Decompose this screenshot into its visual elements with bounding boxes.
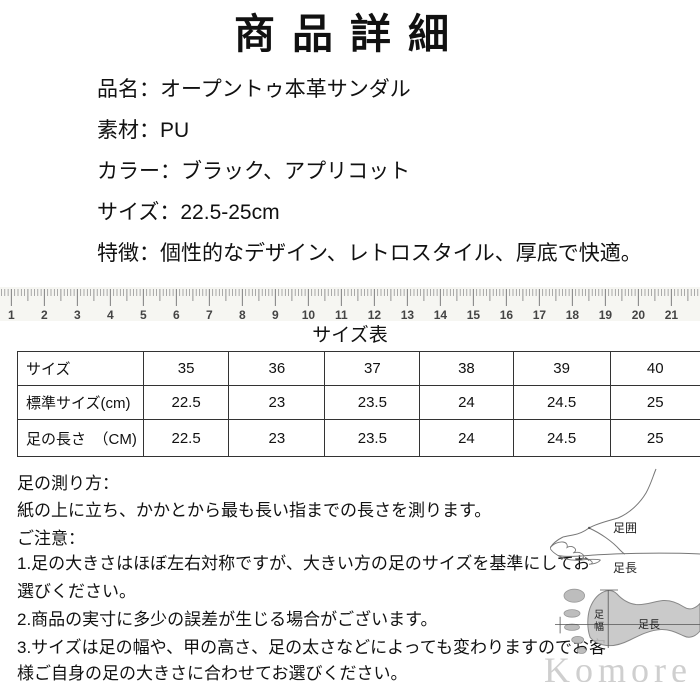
svg-text:幅: 幅 xyxy=(594,620,604,633)
svg-text:4: 4 xyxy=(107,308,114,321)
svg-text:20: 20 xyxy=(632,308,646,321)
svg-text:21: 21 xyxy=(665,308,679,321)
svg-text:7: 7 xyxy=(206,308,213,321)
svg-text:2: 2 xyxy=(41,308,48,321)
svg-text:10: 10 xyxy=(302,308,316,321)
svg-text:足囲: 足囲 xyxy=(613,521,637,535)
svg-text:19: 19 xyxy=(599,308,613,321)
svg-text:1: 1 xyxy=(8,308,15,321)
svg-text:8: 8 xyxy=(239,308,246,321)
svg-text:足: 足 xyxy=(594,609,604,621)
svg-text:足長: 足長 xyxy=(613,561,637,575)
svg-text:6: 6 xyxy=(173,308,180,321)
svg-text:5: 5 xyxy=(140,308,147,321)
svg-text:17: 17 xyxy=(533,308,547,321)
svg-text:3: 3 xyxy=(74,308,81,321)
svg-text:足長: 足長 xyxy=(638,618,660,631)
svg-text:14: 14 xyxy=(434,308,448,321)
svg-text:18: 18 xyxy=(566,308,580,321)
svg-text:15: 15 xyxy=(467,308,481,321)
svg-text:13: 13 xyxy=(401,308,415,321)
svg-text:12: 12 xyxy=(368,308,382,321)
svg-text:16: 16 xyxy=(500,308,514,321)
svg-text:9: 9 xyxy=(272,308,279,321)
svg-text:11: 11 xyxy=(335,308,348,321)
